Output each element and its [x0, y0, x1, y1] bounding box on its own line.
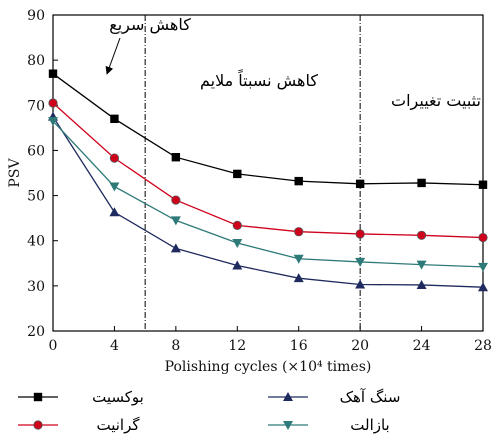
phase-divider-lines [144, 15, 361, 331]
x-tick-label: 12 [228, 338, 246, 354]
x-tick-label: 4 [110, 338, 119, 354]
legend-marker [33, 420, 43, 430]
data-point [48, 69, 58, 78]
data-point [417, 178, 426, 188]
data-point [355, 229, 365, 239]
series-1 [48, 69, 488, 189]
data-point [232, 260, 243, 270]
data-point [355, 279, 366, 289]
annotation-rapid-decrease: کاهش سریع [109, 15, 191, 35]
data-point [171, 195, 181, 205]
data-point [293, 273, 304, 283]
annotation-gradual-decrease: کاهش نسبتاً ملایم [200, 68, 318, 91]
legend-label: بوکسیت [92, 388, 144, 406]
data-point [110, 114, 119, 124]
legend-item: سنگ آهک [268, 388, 400, 406]
data-point [355, 179, 365, 189]
legend-item: بوکسیت [18, 388, 144, 406]
data-point [416, 279, 427, 289]
annotation-stabilization: تثبیت تغییرات [391, 91, 481, 111]
legend-marker [283, 392, 293, 401]
y-tick-label: 50 [27, 189, 45, 205]
y-tick-label: 60 [27, 143, 45, 159]
data-point [478, 180, 488, 189]
series-2 [48, 98, 488, 243]
data-point [170, 216, 181, 226]
series-line [52, 116, 484, 288]
data-point [293, 254, 304, 264]
series-4 [48, 117, 488, 272]
y-tick-label: 80 [27, 53, 45, 69]
data-point [232, 238, 243, 248]
y-tick-label: 20 [27, 324, 45, 340]
legend-marker [33, 392, 43, 402]
legend-item: گرانیت [18, 416, 140, 434]
data-point [355, 257, 366, 267]
y-axis-label: PSV [7, 158, 23, 188]
data-point [170, 243, 181, 253]
legend-label: سنگ آهک [340, 388, 401, 406]
y-tick-label: 40 [27, 234, 45, 250]
data-point [294, 227, 304, 237]
annotation-arrow [105, 37, 121, 75]
data-point [48, 98, 58, 108]
x-tick-label: 8 [171, 338, 180, 354]
data-point [232, 220, 242, 230]
plot-frame [52, 14, 484, 332]
legend-marker [283, 421, 293, 430]
legend-label: بازالت [350, 416, 389, 434]
annotations: کاهش سریع کاهش نسبتاً ملایم تثبیت تغییرات [105, 15, 481, 111]
series-line [52, 120, 484, 268]
data-point [416, 260, 427, 270]
series-line [52, 102, 484, 239]
x-tick-label: 28 [474, 338, 492, 354]
series-layer [48, 69, 488, 292]
x-tick-label: 24 [413, 338, 431, 354]
data-point [48, 117, 58, 127]
axes: 20 30 40 50 60 70 80 90 0 4 8 12 16 20 24 28 Polishing c… [7, 8, 492, 375]
legend-item: بازالت [268, 416, 390, 434]
y-tick-label: 30 [27, 279, 45, 295]
data-point [109, 207, 120, 217]
data-point [416, 230, 427, 240]
x-axis-label: Polishing cycles (×10⁴ times) [165, 359, 372, 375]
data-point [233, 169, 242, 179]
data-point [171, 153, 181, 162]
y-tick-label: 90 [27, 8, 45, 24]
x-tick-label: 20 [351, 338, 369, 354]
data-point [478, 262, 488, 272]
data-point [109, 182, 120, 192]
series-line [52, 73, 484, 186]
data-point [478, 282, 488, 292]
data-point [294, 176, 303, 186]
x-tick-label: 16 [290, 338, 308, 354]
legend: بوکسیت گرانیت سنگ آهک بازالت [18, 388, 400, 434]
data-point [478, 232, 488, 243]
y-tick-label: 70 [27, 98, 45, 114]
x-tick-label: 0 [49, 338, 58, 354]
legend-label: گرانیت [96, 416, 140, 434]
data-point [109, 153, 120, 163]
